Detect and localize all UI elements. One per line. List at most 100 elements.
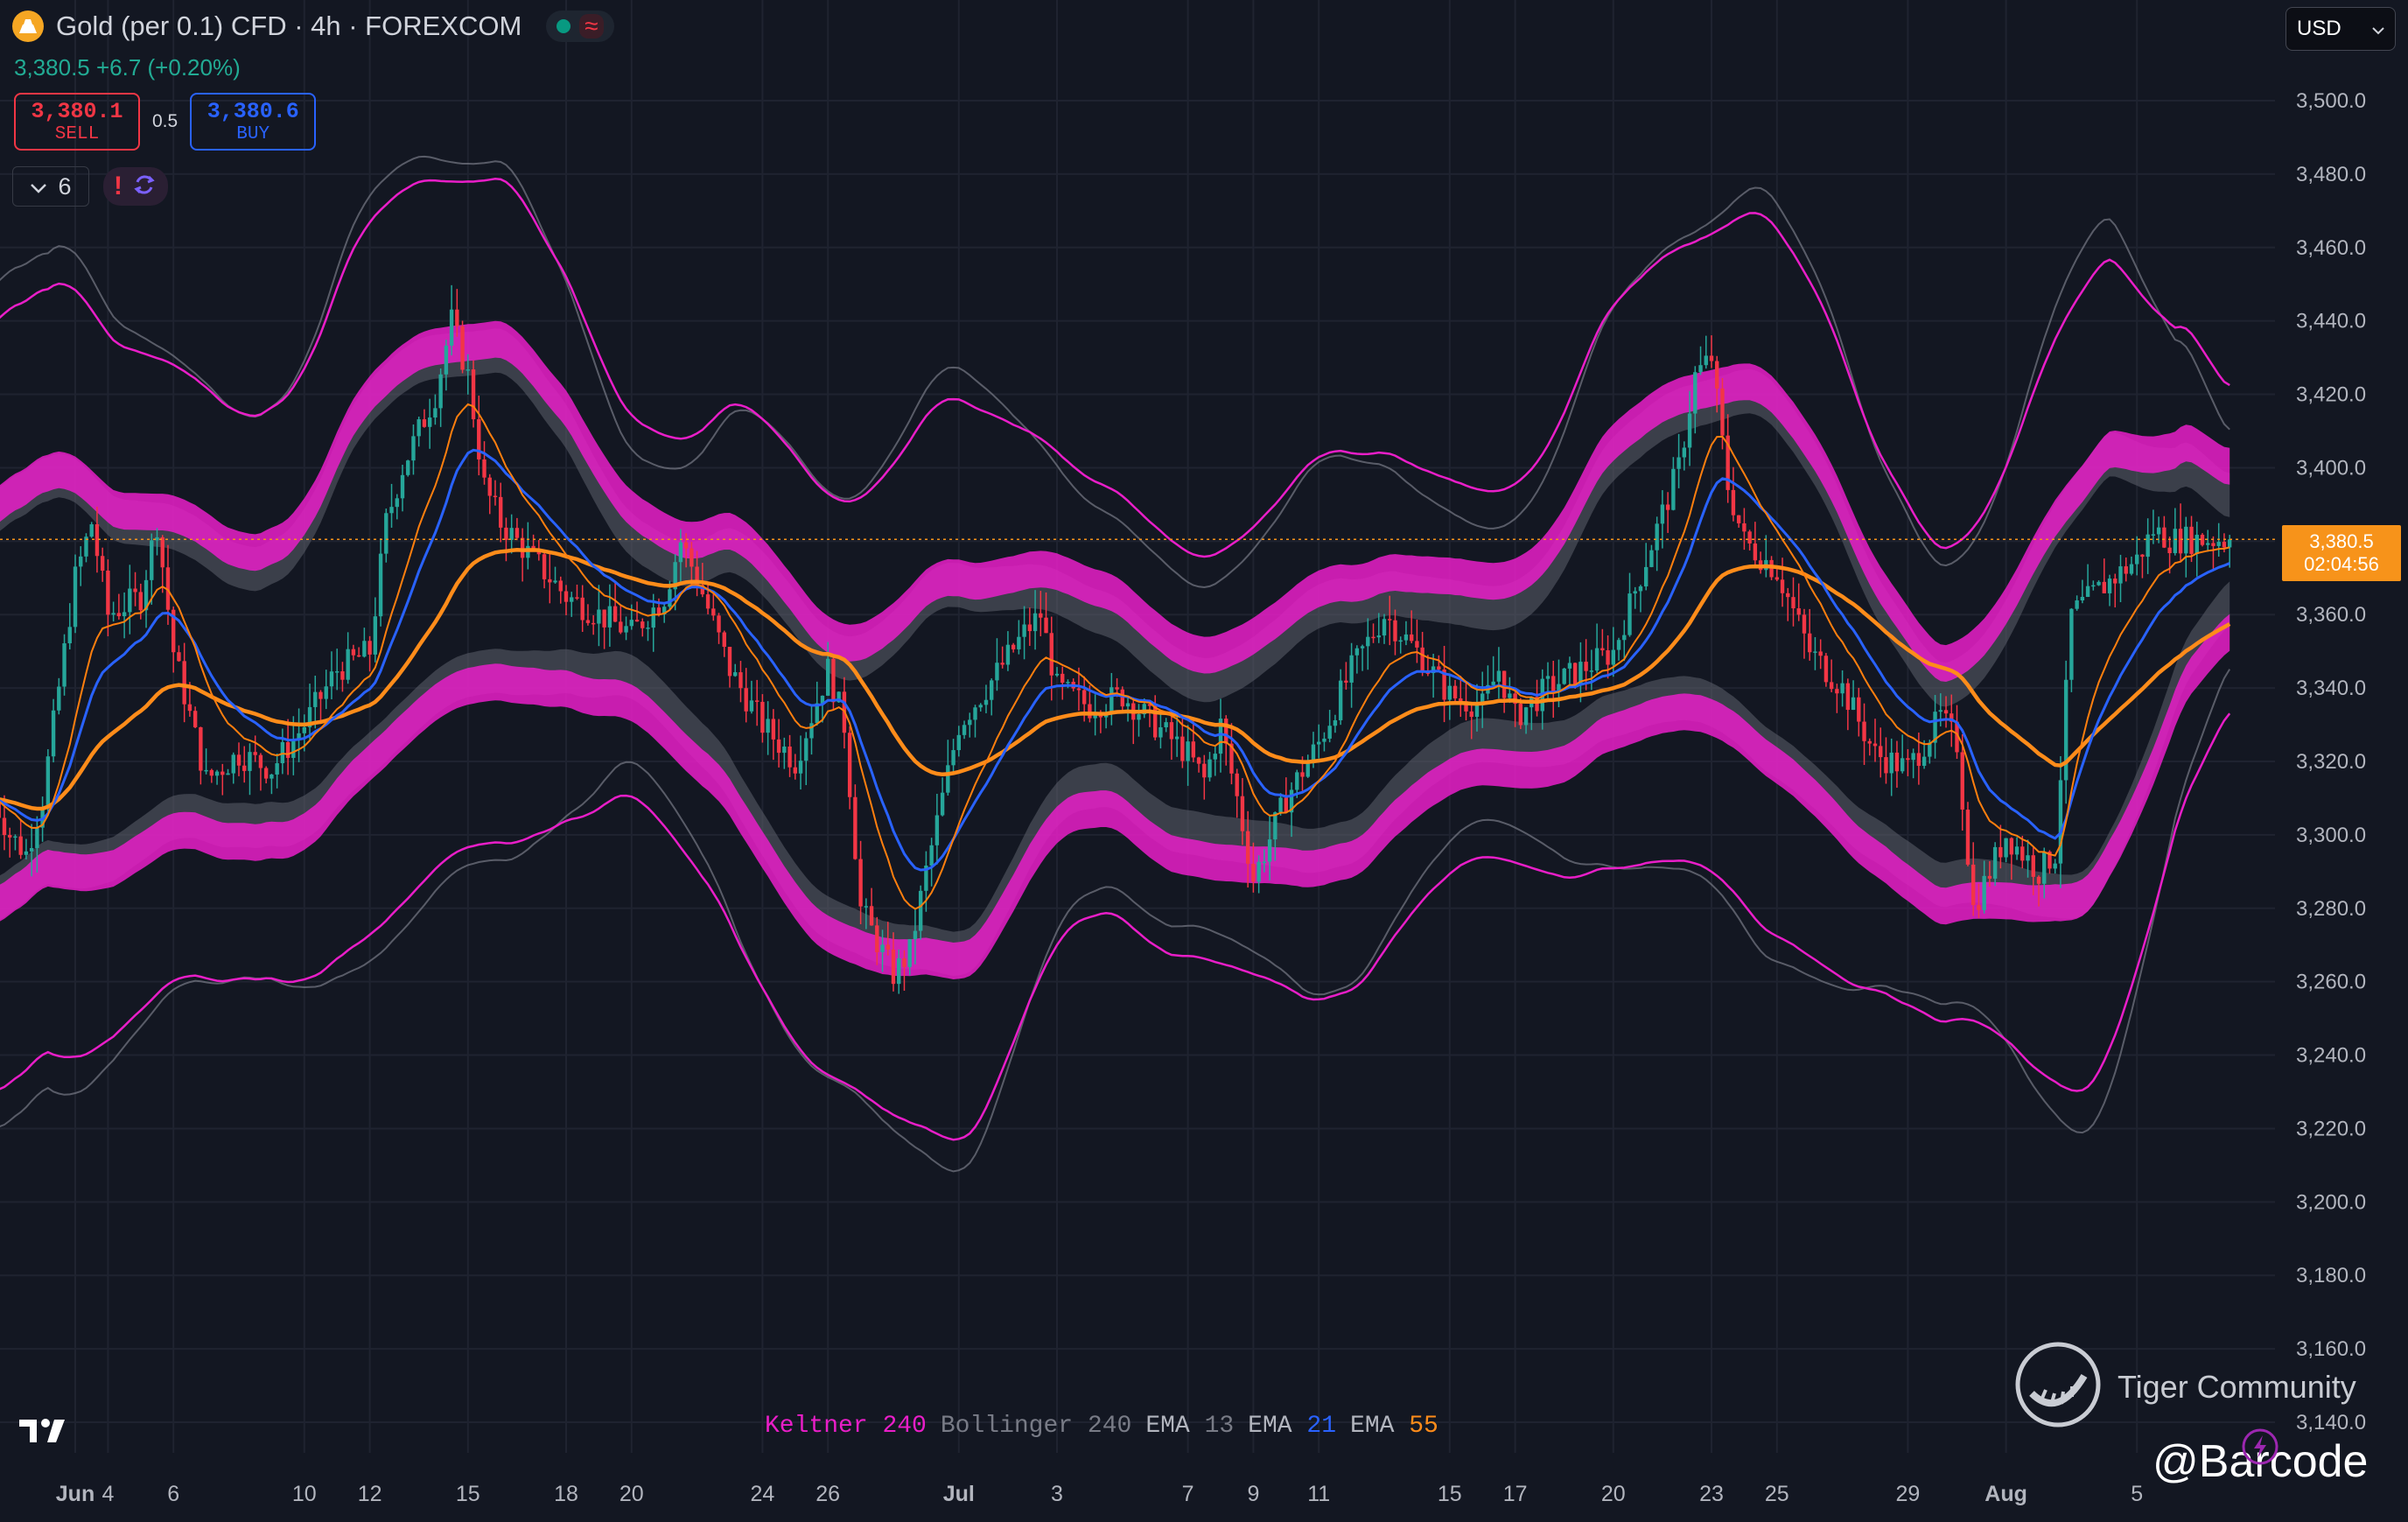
candle-body [1049, 633, 1054, 676]
tiger-logo-icon [2014, 1341, 2102, 1433]
candle-body [172, 609, 176, 653]
candle-body [2151, 534, 2156, 536]
candle-body [84, 537, 88, 557]
candle-body [1824, 656, 1829, 683]
x-tick-label: 18 [554, 1482, 578, 1506]
spread-value: 0.5 [152, 111, 178, 131]
legend-ema13-length: 13 [1204, 1413, 1235, 1440]
candle-body [1562, 668, 1566, 684]
symbol-header[interactable]: Gold (per 0.1) CFD · 4h · FOREXCOM ≈ [12, 11, 614, 42]
candle-body [1906, 758, 1910, 761]
candle-body [482, 459, 486, 478]
currency-selector[interactable]: USD [2286, 7, 2396, 51]
legend-ema13[interactable]: EMA 13 [1145, 1413, 1234, 1440]
candle-body [1273, 812, 1278, 840]
indicators-toggle[interactable]: 6 [12, 166, 89, 207]
candle-body [94, 524, 100, 557]
x-tick-label: 24 [750, 1482, 774, 1506]
candle-body [133, 588, 137, 593]
candle-body [1011, 644, 1016, 649]
candle-body [291, 739, 296, 758]
candle-body [940, 792, 945, 816]
candle-body [1267, 839, 1272, 862]
candle-body [226, 773, 230, 775]
candle-body [1665, 504, 1670, 510]
candle-body [1611, 649, 1615, 665]
candle-body [270, 774, 274, 779]
candle-body [209, 769, 214, 776]
candle-body [2129, 564, 2134, 574]
candle-body [1322, 738, 1326, 742]
x-tick-label: 9 [1247, 1482, 1259, 1506]
candle-body [455, 309, 459, 326]
candle-body [2026, 855, 2030, 861]
y-tick-label: 3,240.0 [2296, 1044, 2366, 1068]
candle-body [1872, 743, 1878, 747]
legend-keltner[interactable]: Keltner 240 [765, 1413, 927, 1440]
candle-body [1180, 736, 1185, 761]
candle-body [1060, 673, 1065, 684]
candle-body [253, 752, 257, 755]
candle-body [155, 537, 159, 541]
candle-body [1894, 752, 1900, 772]
candle-body [318, 691, 323, 699]
candle-body [1660, 504, 1665, 524]
candle-body [2031, 855, 2035, 877]
candle-body [1289, 789, 1294, 813]
legend-ema21[interactable]: EMA 21 [1248, 1413, 1336, 1440]
candle-body [1202, 763, 1207, 778]
candle-body [2113, 579, 2118, 584]
candle-body [656, 607, 662, 615]
candle-body [1518, 704, 1523, 726]
tradingview-logo-icon[interactable] [19, 1416, 74, 1448]
candle-body [29, 847, 34, 852]
candle-body [1671, 468, 1676, 510]
candle-body [1076, 688, 1082, 691]
lightning-icon[interactable] [2240, 1427, 2280, 1471]
sell-button[interactable]: 3,380.1 SELL [14, 93, 140, 151]
candle-body [1742, 523, 1746, 532]
candle-body [351, 649, 356, 656]
candle-body [1317, 741, 1321, 745]
candle-body [1218, 719, 1223, 754]
y-tick-label: 3,320.0 [2296, 750, 2366, 774]
candle-body [1578, 662, 1583, 684]
candle-body [640, 621, 645, 628]
candle-body [1960, 752, 1964, 810]
buy-button[interactable]: 3,380.6 BUY [190, 93, 317, 151]
last-price-label: 3,380.5 02:04:56 [2282, 525, 2401, 581]
candle-body [1409, 634, 1414, 642]
candle-body [1551, 676, 1556, 692]
legend-ema55[interactable]: EMA 55 [1350, 1413, 1438, 1440]
candle-body [520, 537, 525, 558]
candle-body [1633, 591, 1637, 594]
candle-body [1235, 773, 1239, 796]
candle-body [1965, 810, 1970, 865]
bar-countdown: 02:04:56 [2304, 553, 2379, 575]
market-status-pill[interactable]: ≈ [546, 11, 614, 42]
candle-body [1829, 682, 1834, 690]
candle-body [477, 419, 481, 459]
x-tick-label: 11 [1307, 1482, 1330, 1506]
candle-body [1191, 741, 1196, 758]
candle-body [995, 663, 999, 681]
x-tick-label: 5 [2131, 1482, 2143, 1506]
candle-body [1774, 577, 1779, 580]
candle-body [460, 326, 465, 370]
candle-body [946, 765, 950, 793]
candle-body [1523, 707, 1529, 726]
x-tick-label: Jul [943, 1482, 975, 1506]
candle-body [1649, 550, 1654, 567]
candle-body [2167, 547, 2172, 554]
candle-body [1229, 743, 1234, 774]
alert-pill[interactable]: ! [103, 167, 168, 206]
candle-body [493, 495, 498, 498]
candle-body [1589, 670, 1594, 672]
legend-bollinger[interactable]: Bollinger 240 [941, 1413, 1131, 1440]
candle-body [1594, 648, 1600, 671]
candle-body [1867, 740, 1872, 744]
candle-body [231, 754, 235, 774]
candle-body [1327, 726, 1332, 739]
candle-body [1508, 693, 1512, 698]
